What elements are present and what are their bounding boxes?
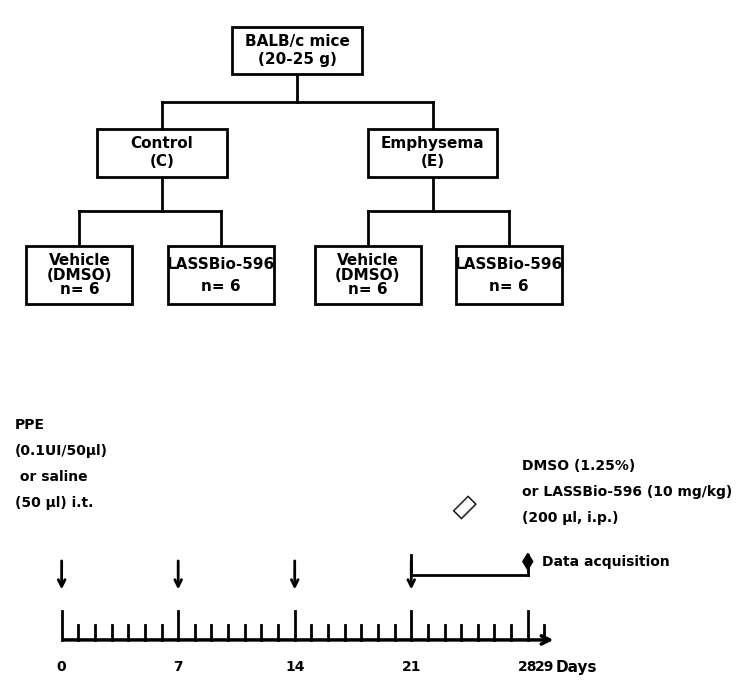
- Text: or saline: or saline: [15, 470, 87, 484]
- Text: 21: 21: [402, 660, 421, 674]
- Text: Emphysema: Emphysema: [381, 136, 484, 151]
- Text: n= 6: n= 6: [200, 279, 240, 294]
- Text: 7: 7: [173, 660, 183, 674]
- Text: n= 6: n= 6: [348, 282, 388, 297]
- Text: n= 6: n= 6: [489, 279, 529, 294]
- FancyBboxPatch shape: [315, 247, 421, 304]
- FancyBboxPatch shape: [232, 27, 362, 74]
- Text: Vehicle: Vehicle: [337, 254, 399, 269]
- FancyBboxPatch shape: [167, 247, 273, 304]
- Text: (50 μl) i.t.: (50 μl) i.t.: [15, 496, 93, 510]
- FancyBboxPatch shape: [368, 129, 497, 177]
- Text: (DMSO): (DMSO): [46, 268, 112, 283]
- FancyBboxPatch shape: [97, 129, 226, 177]
- Text: 14: 14: [285, 660, 304, 674]
- Polygon shape: [523, 554, 533, 570]
- Text: (200 μl, i.p.): (200 μl, i.p.): [522, 511, 618, 525]
- Text: (20-25 g): (20-25 g): [258, 52, 337, 67]
- Text: (0.1UI/50μl): (0.1UI/50μl): [15, 444, 108, 458]
- Text: LASSBio-596: LASSBio-596: [167, 257, 275, 272]
- Text: BALB/c mice: BALB/c mice: [245, 34, 349, 49]
- Text: 28: 28: [518, 660, 537, 674]
- Text: LASSBio-596: LASSBio-596: [455, 257, 563, 272]
- Text: Control: Control: [130, 136, 193, 151]
- Text: Data acquisition: Data acquisition: [542, 554, 670, 569]
- Text: (C): (C): [150, 154, 174, 169]
- FancyBboxPatch shape: [27, 247, 133, 304]
- Text: Days: Days: [556, 660, 598, 675]
- Text: 29: 29: [535, 660, 554, 674]
- Text: (DMSO): (DMSO): [335, 268, 400, 283]
- Text: or LASSBio-596 (10 mg/kg): or LASSBio-596 (10 mg/kg): [522, 485, 732, 499]
- Text: (E): (E): [421, 154, 444, 169]
- Text: PPE: PPE: [15, 418, 44, 432]
- Text: 0: 0: [57, 660, 66, 674]
- Text: Vehicle: Vehicle: [49, 254, 111, 269]
- Text: DMSO (1.25%): DMSO (1.25%): [522, 459, 635, 473]
- Text: 💉: 💉: [450, 493, 478, 521]
- Text: n= 6: n= 6: [60, 282, 99, 297]
- FancyBboxPatch shape: [456, 247, 562, 304]
